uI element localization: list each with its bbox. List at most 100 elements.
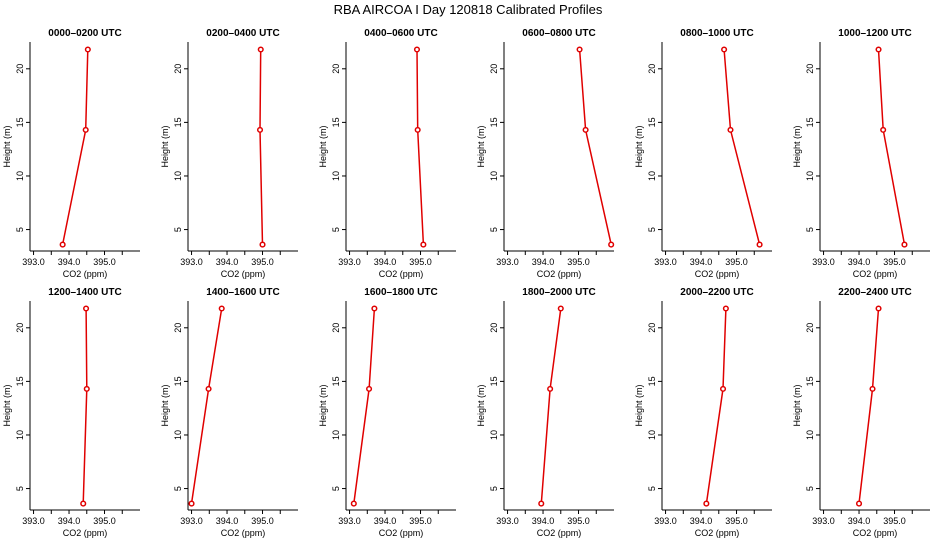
x-axis-label: CO2 (ppm): [63, 269, 108, 279]
y-tick-label: 10: [173, 430, 183, 440]
panel-title: 2200–2400 UTC: [838, 287, 911, 298]
x-axis-label: CO2 (ppm): [537, 269, 582, 279]
data-point: [721, 46, 728, 53]
x-tick-label: 393.0: [812, 516, 835, 526]
x-axis-label: CO2 (ppm): [63, 528, 108, 538]
data-point: [727, 126, 734, 133]
x-tick-label: 395.0: [409, 516, 432, 526]
panel-title: 0000–0200 UTC: [48, 28, 121, 39]
x-axis-label: CO2 (ppm): [379, 528, 424, 538]
panel: 0000–0200 UTC 393.0 394.0 395.0 5 10 15 20 CO2 (…: [2, 28, 140, 279]
panel: 0200–0400 UTC 393.0 394.0 395.0 5 10 15 20 CO2 (…: [160, 28, 298, 279]
x-tick-label: 393.0: [180, 516, 203, 526]
x-tick-label: 393.0: [338, 257, 361, 267]
y-tick-label: 5: [331, 227, 341, 232]
panel: 2200–2400 UTC 393.0 394.0 395.0 5 10 15 20 CO2 (…: [792, 287, 930, 538]
x-tick-label: 393.0: [496, 516, 519, 526]
data-point: [371, 305, 378, 312]
panel: 0600–0800 UTC 393.0 394.0 395.0 5 10 15 20 CO2 (…: [476, 28, 615, 279]
x-axis-label: CO2 (ppm): [853, 528, 898, 538]
x-tick-label: 395.0: [567, 516, 590, 526]
x-tick-label: 394.0: [216, 257, 239, 267]
data-point: [80, 500, 87, 507]
x-axis-label: CO2 (ppm): [221, 528, 266, 538]
x-tick-label: 395.0: [93, 516, 116, 526]
figure-title: RBA AIRCOA I Day 120818 Calibrated Profi…: [333, 2, 603, 17]
x-tick-label: 393.0: [338, 516, 361, 526]
x-tick-label: 394.0: [374, 516, 397, 526]
data-point: [855, 500, 863, 507]
y-tick-label: 20: [331, 323, 341, 333]
data-point: [413, 46, 421, 53]
y-axis-label: Height (m): [2, 125, 12, 167]
y-tick-label: 5: [331, 486, 341, 491]
profile-line: [353, 308, 376, 504]
y-tick-label: 5: [489, 486, 499, 491]
y-tick-label: 20: [331, 64, 341, 74]
panel: 1000–1200 UTC 393.0 394.0 395.0 5 10 15 20 CO2 (…: [792, 28, 930, 279]
x-axis-label: CO2 (ppm): [853, 269, 898, 279]
x-tick-label: 394.0: [216, 516, 239, 526]
profile-line: [723, 49, 761, 245]
y-axis-label: Height (m): [160, 125, 170, 167]
data-point: [420, 241, 427, 248]
x-axis-label: CO2 (ppm): [695, 528, 740, 538]
data-point: [205, 385, 212, 392]
y-tick-label: 15: [647, 376, 657, 386]
y-axis-label: Height (m): [2, 384, 12, 426]
panel-title: 1200–1400 UTC: [48, 287, 121, 298]
data-point: [84, 46, 91, 53]
data-point: [82, 126, 89, 133]
data-point: [83, 385, 90, 392]
profile-line: [858, 308, 880, 504]
y-tick-label: 20: [15, 323, 25, 333]
x-tick-label: 394.0: [532, 257, 555, 267]
data-point: [703, 500, 710, 507]
y-axis-label: Height (m): [160, 384, 170, 426]
data-point: [547, 385, 554, 392]
y-tick-label: 20: [647, 323, 657, 333]
x-tick-label: 394.0: [690, 516, 713, 526]
y-tick-label: 20: [805, 64, 815, 74]
data-point: [576, 46, 583, 53]
y-tick-label: 5: [805, 227, 815, 232]
y-tick-label: 10: [331, 430, 341, 440]
x-tick-label: 393.0: [654, 516, 677, 526]
data-point: [608, 241, 615, 248]
panel-title: 1600–1800 UTC: [364, 287, 437, 298]
data-point: [875, 46, 882, 53]
y-tick-label: 20: [647, 64, 657, 74]
y-tick-label: 10: [647, 430, 657, 440]
y-tick-label: 10: [15, 171, 25, 181]
panel-title: 2000–2200 UTC: [680, 287, 753, 298]
profile-line: [705, 308, 727, 504]
panel: 1600–1800 UTC 393.0 394.0 395.0 5 10 15 20 CO2 (…: [318, 287, 456, 538]
profile-line: [82, 308, 88, 504]
panel: 1800–2000 UTC 393.0 394.0 395.0 5 10 15 20 CO2 (…: [476, 287, 614, 538]
panel-title: 0200–0400 UTC: [206, 28, 279, 39]
x-tick-label: 393.0: [180, 257, 203, 267]
y-tick-label: 10: [489, 430, 499, 440]
data-point: [257, 46, 264, 53]
data-point: [901, 241, 908, 248]
y-tick-label: 20: [173, 323, 183, 333]
y-tick-label: 10: [331, 171, 341, 181]
profile-line: [259, 49, 264, 245]
panel-title: 0400–0600 UTC: [364, 28, 437, 39]
profile-line: [190, 308, 223, 504]
y-tick-label: 15: [331, 117, 341, 127]
data-point: [875, 305, 882, 312]
x-tick-label: 394.0: [848, 257, 871, 267]
data-point: [259, 241, 266, 248]
y-axis-label: Height (m): [476, 384, 486, 426]
y-tick-label: 5: [173, 486, 183, 491]
panel: 1400–1600 UTC 393.0 394.0 395.0 5 10 15 20 CO2 (…: [160, 287, 298, 538]
panel: 0800–1000 UTC 393.0 394.0 395.0 5 10 15 20 CO2 (…: [634, 28, 772, 279]
x-axis-label: CO2 (ppm): [537, 528, 582, 538]
data-point: [719, 385, 727, 392]
x-tick-label: 394.0: [690, 257, 713, 267]
y-tick-label: 5: [647, 486, 657, 491]
x-tick-label: 395.0: [251, 257, 274, 267]
data-point: [880, 126, 887, 133]
